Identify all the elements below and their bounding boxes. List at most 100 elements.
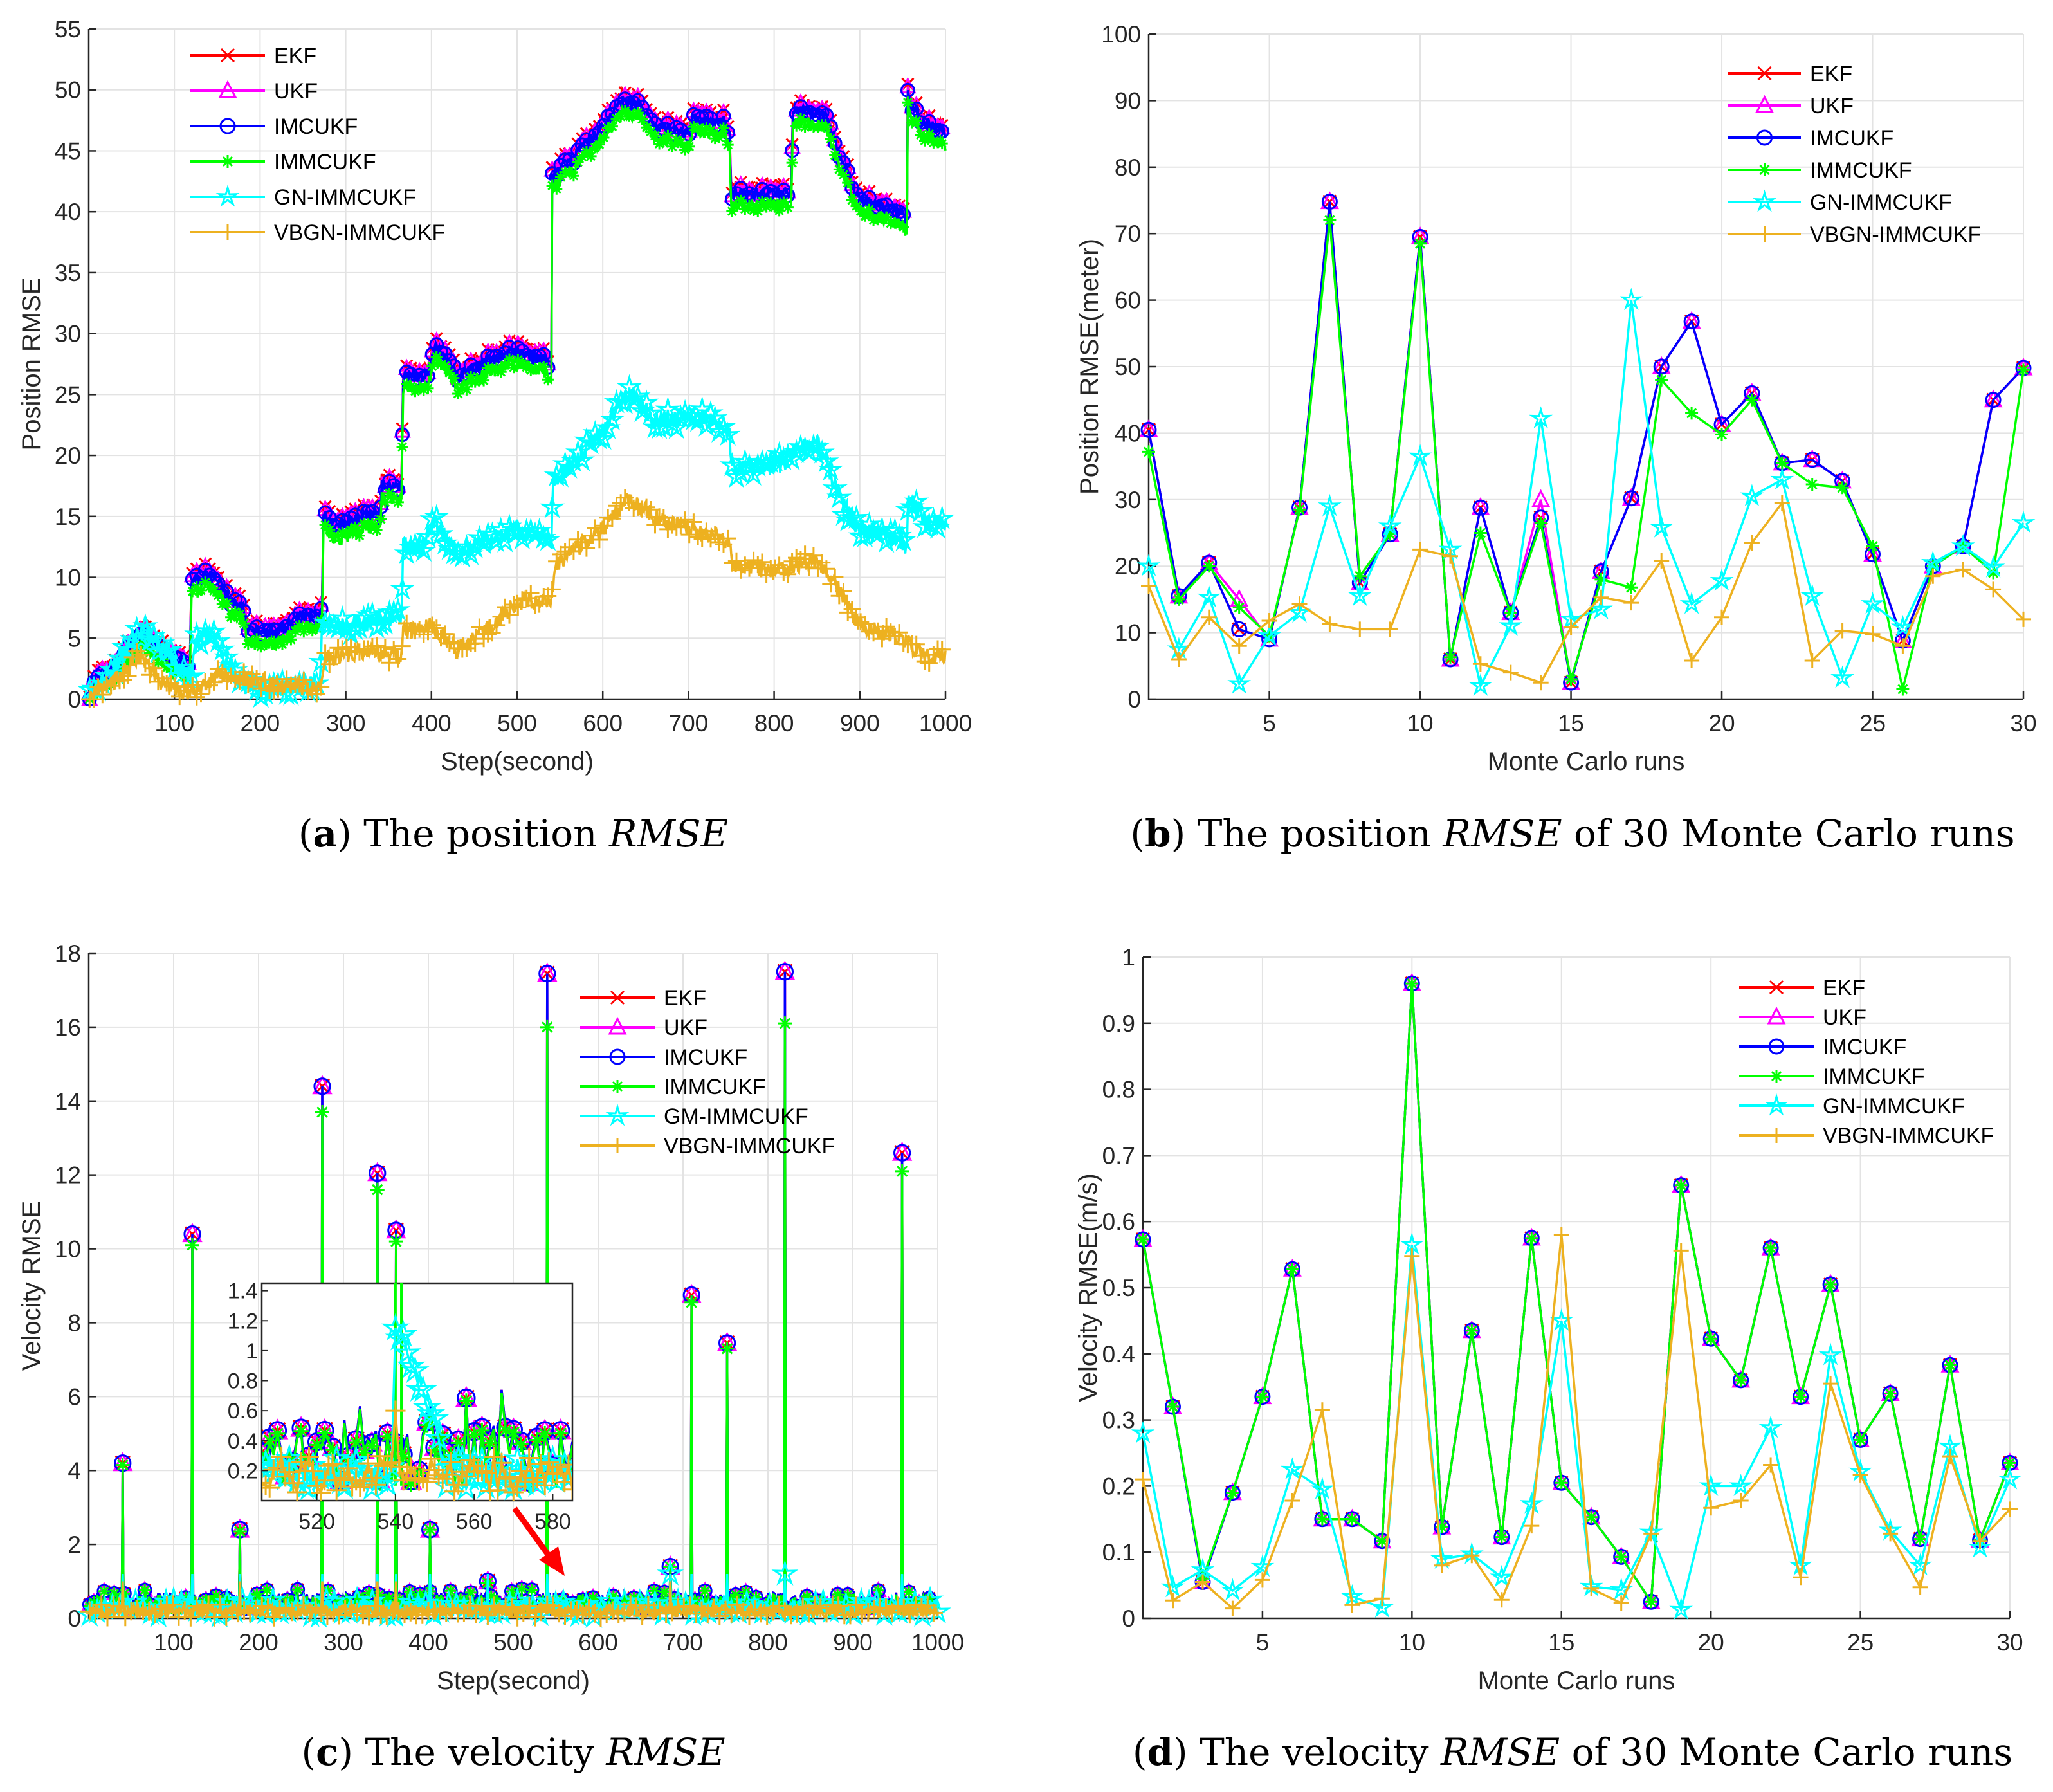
data-point-marker <box>498 1422 514 1438</box>
data-point-marker <box>513 1436 529 1452</box>
data-point-marker <box>675 136 687 149</box>
data-point-marker <box>291 1452 311 1472</box>
data-point-marker <box>1136 553 1161 576</box>
legend-marker-icon <box>1758 163 1771 176</box>
data-point-marker <box>364 1438 380 1454</box>
data-point-marker <box>322 1585 334 1597</box>
data-point-marker <box>360 640 377 657</box>
data-point-marker <box>1891 614 1915 637</box>
data-point-marker <box>365 1474 386 1495</box>
data-point-marker <box>549 1587 577 1614</box>
data-point-marker <box>1972 1533 1988 1549</box>
data-point-marker <box>653 138 666 150</box>
x-tick-label: 500 <box>497 710 537 736</box>
data-point-marker <box>1884 1387 1897 1400</box>
data-point-marker <box>251 1588 263 1600</box>
data-point-marker <box>311 623 323 634</box>
data-point-marker <box>1353 569 1367 583</box>
spike-marker <box>369 1164 387 1182</box>
data-point-marker <box>507 1476 527 1497</box>
data-point-marker <box>293 1423 309 1439</box>
x-tick-label: 15 <box>1558 710 1584 736</box>
data-point-marker <box>311 1483 331 1501</box>
data-point-marker <box>1531 489 1551 507</box>
series-5 <box>262 1400 572 1501</box>
x-tick-label: 300 <box>326 710 366 736</box>
data-point-marker <box>1683 313 1700 330</box>
data-point-marker <box>329 605 355 630</box>
data-point-marker <box>711 414 736 438</box>
data-point-marker <box>1745 393 1758 407</box>
caption-label: c <box>316 1730 339 1774</box>
data-point-marker <box>826 484 852 509</box>
data-point-marker <box>428 520 454 545</box>
data-point-marker <box>1912 1579 1928 1595</box>
data-point-marker <box>801 1590 813 1602</box>
data-point-marker <box>659 520 677 538</box>
data-point-marker <box>906 116 918 129</box>
data-point-marker <box>1793 1569 1809 1586</box>
y-tick-label: 0.3 <box>1102 1407 1135 1434</box>
data-point-marker <box>277 639 288 650</box>
data-point-marker <box>262 1472 272 1493</box>
data-point-marker <box>455 1593 467 1605</box>
data-point-marker <box>873 630 891 648</box>
data-point-marker <box>700 122 713 134</box>
data-point-marker <box>489 349 504 363</box>
data-point-marker <box>897 221 909 233</box>
data-point-marker <box>426 360 439 372</box>
data-point-marker <box>1955 562 1971 578</box>
data-point-marker <box>1758 1415 1783 1438</box>
data-point-marker <box>262 1442 271 1462</box>
data-point-marker <box>842 177 854 189</box>
y-tick-label: 2 <box>68 1531 81 1558</box>
data-point-marker <box>1679 591 1704 614</box>
data-point-marker <box>1944 1358 1957 1372</box>
legend-marker-icon <box>1756 129 1773 146</box>
data-point-marker <box>386 478 401 493</box>
data-point-marker <box>855 205 867 217</box>
data-point-marker <box>503 1443 532 1472</box>
legend: EKF UKF IMCUKF IMMCUKF GN-IMMCUKF VBGN-IMMCUK… <box>1739 976 1994 1148</box>
y-tick-label: 30 <box>1115 487 1141 513</box>
legend-marker-icon <box>1769 1128 1784 1143</box>
data-point-marker <box>378 1453 398 1474</box>
data-point-marker <box>702 405 728 430</box>
legend-label: VBGN-IMMCUKF <box>1823 1124 1994 1148</box>
x-tick-label: 100 <box>154 1629 194 1656</box>
data-point-marker <box>485 1590 497 1602</box>
data-point-marker <box>698 400 724 425</box>
spike-marker <box>370 1182 385 1197</box>
data-point-marker <box>534 1475 555 1495</box>
data-point-marker <box>443 367 455 379</box>
x-tick-label: 600 <box>578 1629 618 1656</box>
data-point-marker <box>893 218 906 230</box>
data-point-marker <box>504 353 515 365</box>
y-tick-label: 80 <box>1115 154 1141 181</box>
data-point-marker <box>448 372 460 384</box>
data-point-marker <box>688 121 700 133</box>
data-point-marker <box>919 134 931 147</box>
data-point-marker <box>149 673 167 691</box>
data-point-marker <box>1830 665 1854 688</box>
x-tick-label: 200 <box>241 710 280 736</box>
data-point-marker <box>229 606 241 618</box>
data-point-marker <box>231 673 248 690</box>
series-4 <box>1136 288 2036 696</box>
x-tick-label: 200 <box>239 1629 278 1656</box>
y-tick-label: 0 <box>1127 686 1141 713</box>
data-point-marker <box>608 497 625 515</box>
zoom-arrow-icon <box>512 1506 565 1576</box>
legend-label: UKF <box>1810 94 1854 118</box>
data-point-marker <box>238 617 250 630</box>
data-point-marker <box>123 616 150 640</box>
data-point-marker <box>1231 638 1247 654</box>
legend-marker-icon <box>221 155 234 168</box>
data-point-marker <box>753 553 771 571</box>
data-point-marker <box>920 654 938 672</box>
data-point-marker <box>569 531 587 548</box>
data-point-marker <box>599 509 617 526</box>
caption-text: The position <box>363 812 598 855</box>
data-point-marker <box>1468 673 1493 696</box>
data-point-marker <box>1254 1572 1270 1588</box>
